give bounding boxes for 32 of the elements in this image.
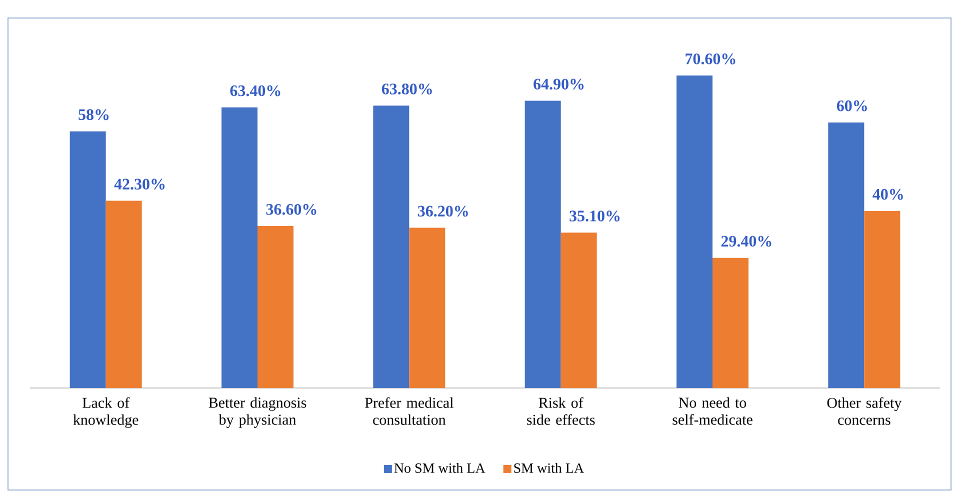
bar	[222, 107, 258, 388]
data-label: 36.60%	[266, 204, 316, 215]
bar	[524, 100, 561, 388]
data-label: 40%	[872, 188, 903, 200]
bar	[864, 210, 900, 388]
x-tick-label: Lack of knowledge	[73, 397, 138, 428]
data-label: 60%	[836, 100, 867, 112]
bar	[70, 131, 106, 388]
bar	[676, 76, 713, 388]
bar	[258, 226, 294, 388]
bar	[712, 258, 749, 388]
x-tick-label: Better diagnosis by physician	[208, 397, 306, 428]
data-label: 58%	[78, 109, 109, 120]
data-label: 42.30%	[114, 178, 165, 190]
bar	[409, 228, 446, 388]
legend-label: No SM with LA	[394, 462, 486, 473]
x-tick-label: Risk of side effects	[527, 397, 595, 425]
bar	[828, 122, 864, 388]
data-label: 63.40%	[230, 85, 280, 96]
data-label: 63.80%	[382, 84, 432, 94]
legend-label: SM with LA	[514, 462, 584, 473]
data-label: 70.60%	[686, 53, 736, 64]
data-label: 35.10%	[570, 210, 620, 222]
data-label: 36.20%	[418, 206, 468, 217]
x-tick-label: No need to self-medicate	[672, 397, 752, 425]
bar	[373, 106, 410, 388]
data-label: 29.40%	[721, 236, 772, 247]
x-tick-label: Prefer medical consultation	[365, 397, 454, 425]
data-label: 64.90%	[534, 78, 584, 90]
x-tick-label: Other safety concerns	[827, 397, 902, 425]
bar	[560, 232, 597, 388]
bar	[106, 200, 142, 388]
